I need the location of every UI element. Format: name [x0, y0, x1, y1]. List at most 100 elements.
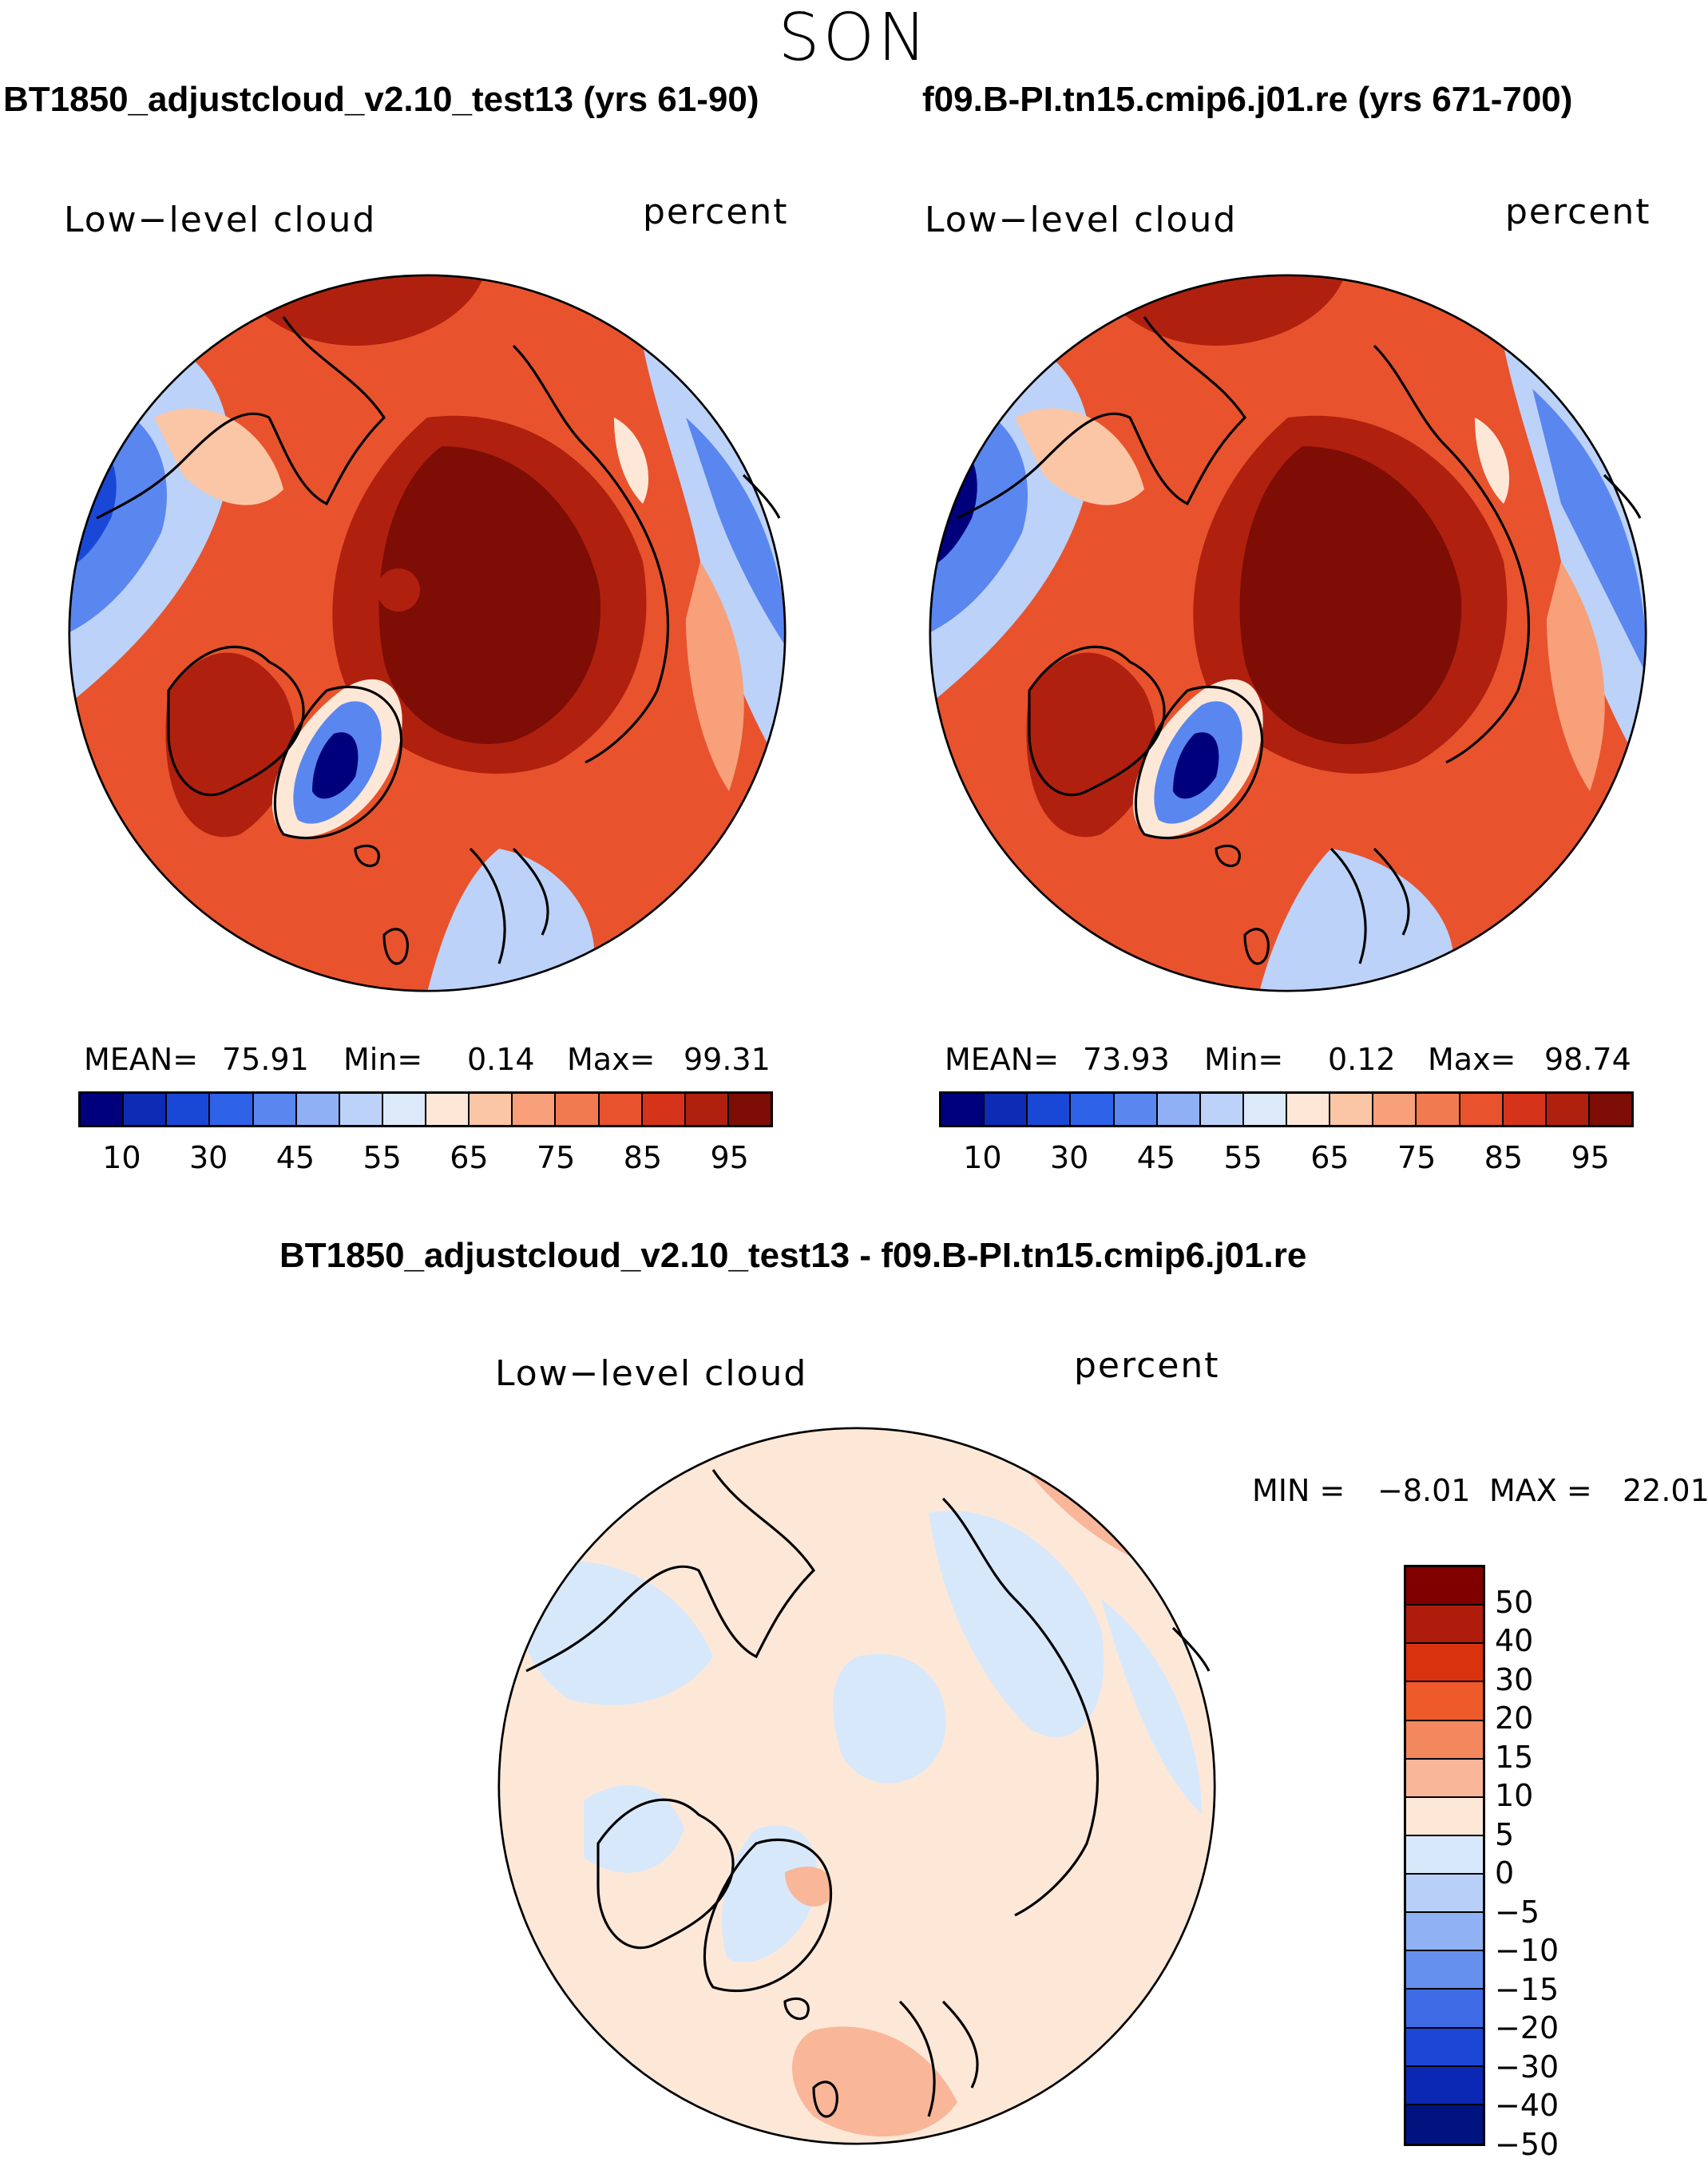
colorbar-swatch [1406, 1990, 1483, 2029]
panel1-min-label: Min= [343, 1042, 423, 1077]
colorbar-swatch [167, 1094, 211, 1125]
map-region-europe-low [427, 849, 595, 992]
panel1-min-value: 0.14 [467, 1042, 535, 1077]
colorbar-tick-label: −5 [1495, 1894, 1540, 1930]
colorbar-swatch [728, 1094, 771, 1125]
diff-region-europe-pos [792, 2026, 957, 2137]
panel2-mean-value: 73.93 [1083, 1042, 1170, 1077]
colorbar-swatch [1243, 1094, 1287, 1125]
colorbar-tick-label: −20 [1495, 2010, 1559, 2046]
colorbar-swatch [1406, 1567, 1483, 1606]
map-region-arctic-max [1239, 446, 1462, 744]
map-region-europe-low [1259, 849, 1454, 992]
map-region-siberia-streak [614, 418, 649, 504]
coastline-alaska [96, 316, 386, 520]
colorbar-swatch [1406, 1644, 1483, 1683]
diff-region-baffin-pos [785, 1866, 832, 1907]
panel2-min-label: Min= [1204, 1042, 1284, 1077]
map-region-east-orange [1547, 561, 1605, 791]
coastline-canada [167, 645, 305, 797]
colorbar-swatch [1373, 1094, 1417, 1125]
map-region-alaska [1015, 408, 1144, 505]
colorbar-tick-label: −30 [1495, 2049, 1559, 2085]
colorbar-swatch [1406, 1875, 1483, 1914]
coastline-siberia [512, 344, 669, 764]
coastline-scandinavia [1330, 847, 1410, 964]
diff-units-label: percent [1074, 1345, 1220, 1386]
colorbar-tick-label: 75 [1397, 1140, 1437, 1175]
colorbar-swatch [253, 1094, 297, 1125]
colorbar-swatch [985, 1094, 1028, 1125]
colorbar-swatch [1406, 1682, 1483, 1721]
colorbar-tick-label: 20 [1495, 1701, 1534, 1736]
colorbar-tick-label: 50 [1495, 1584, 1534, 1620]
colorbar-swatch [1028, 1094, 1072, 1125]
colorbar-swatch [1460, 1094, 1504, 1125]
coastline-alaska [957, 316, 1247, 520]
map-region-siberia-blue [686, 418, 786, 647]
map-ocean-fill [498, 1427, 1215, 2144]
panel2-max-value: 98.74 [1544, 1042, 1631, 1077]
map-region-siberia-blue [1532, 389, 1647, 676]
colorbar-swatch [426, 1094, 470, 1125]
coastline-iceland [1215, 844, 1241, 868]
colorbar-swatch [1330, 1094, 1374, 1125]
colorbar-swatch [599, 1094, 643, 1125]
map-region-siberia-low [643, 346, 786, 777]
map-region-siberia-low [1504, 346, 1647, 777]
colorbar-tick-label: 30 [188, 1140, 228, 1175]
coastline-britain [382, 928, 409, 965]
coastline-canada [1028, 645, 1166, 797]
colorbar-swatch [1406, 1720, 1483, 1760]
colorbar-tick-label: 55 [363, 1140, 402, 1175]
colorbar-tick-label: 10 [1495, 1778, 1534, 1814]
colorbar-swatch [1546, 1094, 1590, 1125]
colorbar-tick-label: 95 [710, 1140, 749, 1175]
coastline-greenland [273, 685, 403, 840]
colorbar-tick-label: 65 [450, 1140, 489, 1175]
panel1-title: BT1850_adjustcloud_v2.10_test13 (yrs 61-… [3, 80, 759, 119]
colorbar-tick-label: 85 [623, 1140, 663, 1175]
panel1-mean-value: 75.91 [222, 1042, 309, 1077]
colorbar-swatch [513, 1094, 557, 1125]
colorbar-swatch [124, 1094, 168, 1125]
map-coastlines [96, 316, 781, 965]
diff-colorbar [1404, 1565, 1485, 2146]
coastline-greenland [1134, 685, 1264, 840]
panel2-colorbar [939, 1091, 1634, 1127]
figure-season-title: SON [778, 0, 930, 76]
panel1-colorbar [78, 1091, 773, 1127]
map-region-alaska [154, 408, 283, 505]
colorbar-swatch [1200, 1094, 1244, 1125]
colorbar-swatch [81, 1094, 125, 1125]
diff-min-value: −8.01 [1377, 1473, 1471, 1508]
coastline-britain [812, 2081, 838, 2118]
map-region-pole-patch [377, 568, 420, 612]
colorbar-swatch [1406, 1951, 1483, 1990]
colorbar-tick-label: 15 [1495, 1739, 1534, 1775]
panel1-units-label: percent [643, 192, 789, 232]
panel1-max-label: Max= [567, 1042, 656, 1077]
colorbar-tick-label: 45 [275, 1140, 315, 1175]
coastline-iceland [783, 1997, 810, 2021]
panel2-polar-map [929, 274, 1647, 992]
coastline-kamchatka [742, 473, 781, 519]
colorbar-swatch [1071, 1094, 1115, 1125]
diff-region-east-neg [1101, 1599, 1202, 1815]
colorbar-swatch [1406, 1606, 1483, 1645]
map-coastlines [525, 1469, 1211, 2118]
colorbar-tick-label: −40 [1495, 2088, 1559, 2124]
colorbar-tick-label: 0 [1495, 1855, 1515, 1891]
panel1-mean-label: MEAN= [84, 1042, 199, 1077]
diff-region-pole-neg [833, 1653, 946, 1784]
colorbar-tick-label: 45 [1136, 1140, 1176, 1175]
panel2-title: f09.B-PI.tn15.cmip6.j01.re (yrs 671-700) [922, 80, 1573, 119]
diff-region-siberia-neg [929, 1511, 1104, 1738]
colorbar-swatch [296, 1094, 340, 1125]
colorbar-tick-label: 85 [1484, 1140, 1524, 1175]
map-boundary-circle [68, 274, 787, 992]
colorbar-swatch [1417, 1094, 1460, 1125]
colorbar-tick-label: 10 [102, 1140, 141, 1175]
map-boundary-circle [929, 274, 1647, 992]
diff-min-label: MIN = [1252, 1473, 1345, 1508]
